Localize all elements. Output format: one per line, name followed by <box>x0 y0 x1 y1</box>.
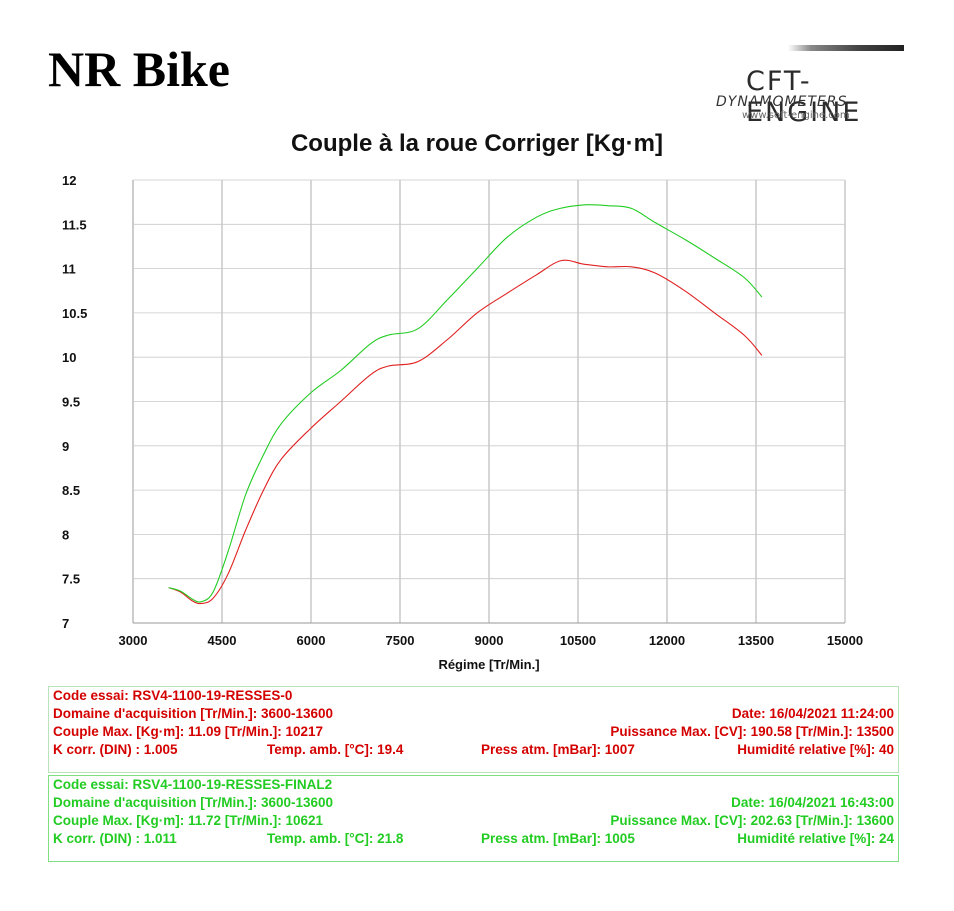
series-line-2 <box>168 204 763 603</box>
x-tick-label: 6000 <box>297 633 326 648</box>
logo-bar <box>788 45 904 51</box>
run-date: Date: 16/04/2021 16:43:00 <box>731 795 894 810</box>
run-domain: Domaine d'acquisition [Tr/Min.]: 3600-13… <box>53 795 334 810</box>
run-domain: Domaine d'acquisition [Tr/Min.]: 3600-13… <box>53 706 334 721</box>
y-axis-ticks: 7 7.5 8 8.5 9 9.5 10 10.5 11 11.5 12 <box>62 173 87 631</box>
x-tick-label: 4500 <box>208 633 237 648</box>
torque-chart: 7 7.5 8 8.5 9 9.5 10 10.5 11 11.5 12 3000 4500 6000 7… <box>62 173 864 672</box>
logo-wordmark: CFT-ENGINE <box>746 66 862 128</box>
run-puissance-max: Puissance Max. [CV]: 202.63 [Tr/Min.]: 1… <box>610 813 894 828</box>
run-humidity: Humidité relative [%]: 24 <box>737 831 894 846</box>
run-humidity: Humidité relative [%]: 40 <box>737 742 894 757</box>
run-temp: Temp. amb. [°C]: 19.4 <box>267 742 404 757</box>
x-axis-ticks: 3000 4500 6000 7500 9000 10500 12000 13500 15000 <box>119 633 864 648</box>
x-tick-label: 13500 <box>738 633 774 648</box>
series-line-1 <box>168 259 763 605</box>
y-tick-label: 10.5 <box>62 306 87 321</box>
run-code: Code essai: RSV4-1100-19-RESSES-0 <box>53 688 293 703</box>
run-couple-max: Couple Max. [Kg·m]: 11.09 [Tr/Min.]: 102… <box>53 724 324 739</box>
logo-url: www.soft-engine.com <box>742 110 850 121</box>
y-tick-label: 9 <box>62 439 69 454</box>
y-tick-label: 7.5 <box>62 572 80 587</box>
page-title: NR Bike <box>48 41 230 97</box>
x-tick-label: 12000 <box>649 633 685 648</box>
chart-series <box>168 204 763 605</box>
run-k-corr: K corr. (DIN) : 1.005 <box>53 742 178 757</box>
logo-subtitle: DYNAMOMETERS <box>716 94 848 110</box>
x-tick-label: 7500 <box>386 633 415 648</box>
x-tick-label: 15000 <box>827 633 863 648</box>
x-axis-label: Régime [Tr/Min.] <box>438 657 539 672</box>
run-k-corr: K corr. (DIN) : 1.011 <box>53 831 177 846</box>
run-couple-max: Couple Max. [Kg·m]: 11.72 [Tr/Min.]: 106… <box>53 813 324 828</box>
run-info-2: Code essai: RSV4-1100-19-RESSES-FINAL2 D… <box>48 775 899 862</box>
y-tick-label: 11.5 <box>62 217 87 232</box>
chart-title: Couple à la roue Corriger [Kg·m] <box>290 130 664 157</box>
run-puissance-max: Puissance Max. [CV]: 190.58 [Tr/Min.]: 1… <box>610 724 894 739</box>
run-press: Press atm. [mBar]: 1005 <box>481 831 635 846</box>
y-tick-label: 8.5 <box>62 483 80 498</box>
run-date: Date: 16/04/2021 11:24:00 <box>731 706 894 721</box>
y-tick-label: 7 <box>62 616 69 631</box>
y-tick-label: 12 <box>62 173 76 188</box>
y-tick-label: 11 <box>62 262 76 277</box>
x-tick-label: 3000 <box>119 633 148 648</box>
run-press: Press atm. [mBar]: 1007 <box>481 742 635 757</box>
y-tick-label: 9.5 <box>62 395 80 410</box>
run-info-1: Code essai: RSV4-1100-19-RESSES-0 Domain… <box>48 686 899 773</box>
y-tick-label: 10 <box>62 350 76 365</box>
x-tick-label: 10500 <box>560 633 596 648</box>
y-tick-label: 8 <box>62 527 69 542</box>
run-code: Code essai: RSV4-1100-19-RESSES-FINAL2 <box>53 777 333 792</box>
run-temp: Temp. amb. [°C]: 21.8 <box>267 831 404 846</box>
x-tick-label: 9000 <box>475 633 504 648</box>
chart-grid <box>132 179 846 624</box>
brand-logo: CFT-ENGINE DYNAMOMETERS www.soft-engine.… <box>706 42 906 128</box>
